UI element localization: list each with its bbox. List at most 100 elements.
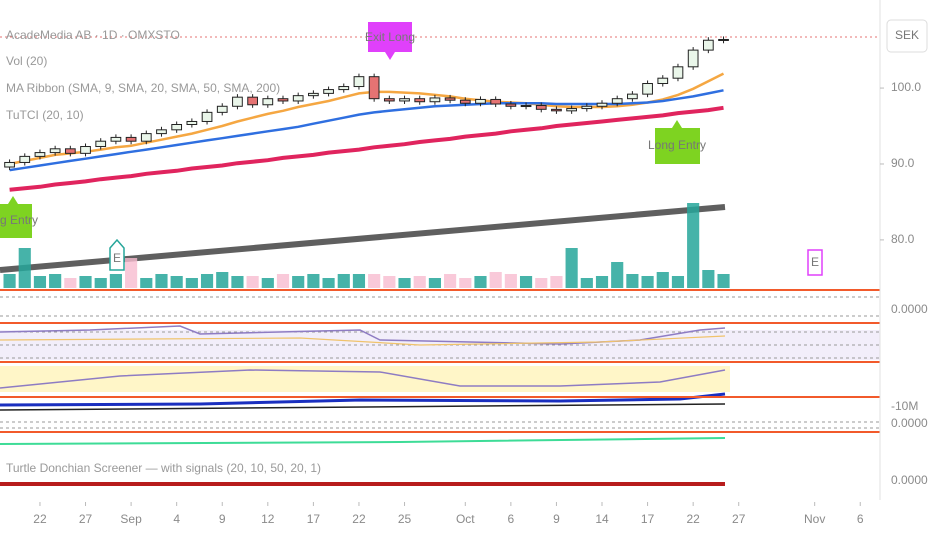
x-tick-label: Oct [456,512,475,526]
volume-bar [185,278,198,288]
long-entry-flag[interactable] [0,196,32,238]
volume-bar [352,274,366,288]
volume-bar [140,278,153,288]
volume-bar [459,278,472,288]
x-tick-label: 9 [219,512,226,526]
volume-bar [398,278,411,288]
earnings-label: E [113,251,121,265]
candle-body [110,136,122,142]
exit-long-flag[interactable] [368,22,412,60]
x-tick-label: 4 [173,512,180,526]
candle-body [383,98,395,102]
volume-bar [474,276,487,288]
candle-body [247,96,258,106]
screener-bar [0,482,725,486]
volume-bar [276,274,290,288]
price-scale [880,0,932,500]
currency: SEK [895,28,919,42]
exit-long-label: Exit Long [365,30,415,44]
pane-label: -10M [891,399,918,413]
y-tick-label: 80.0 [891,232,915,246]
volume-bar [49,274,62,288]
candle-body [64,148,76,154]
rsi-ma [0,335,726,346]
y-tick-label: 90.0 [891,156,915,170]
volume-bar [383,276,396,288]
candle-body [551,108,562,112]
volume-bar [246,276,259,288]
legend-ma: MA Ribbon (SMA, 9, SMA, 20, SMA, 50, SMA… [6,81,280,95]
volume-bar [641,276,654,288]
volume-bar [33,276,47,288]
volume-bar [261,278,274,288]
candle-body [702,39,714,51]
volume-bar [109,274,122,288]
dotted-levels [0,296,880,429]
legend-tutci: TuTCI (20, 10) [6,108,84,122]
x-tick-label: Nov [804,512,825,526]
volume-bar [717,274,730,288]
volume-bar [18,248,31,288]
candle-body [490,98,502,105]
candle-body [687,49,699,68]
volume-bar [64,278,77,288]
legend-volume: Vol (20) [6,54,47,68]
candle-body [627,93,638,100]
volume-bar [155,274,168,288]
volume-bar [292,276,305,288]
candle-body [125,136,137,142]
candle-body [657,77,669,85]
long-entry-flag[interactable] [655,120,700,164]
pane-label: 0.0000 [891,473,928,487]
candle-body [171,124,183,131]
x-tick-label: 17 [307,512,321,526]
candle-body [459,99,471,104]
y-tick-label: 100.0 [891,80,921,94]
volume-bar [125,258,138,288]
x-tick-label: 27 [732,512,746,526]
volume-bar [444,274,457,288]
volume-bar [307,274,320,288]
volume-bar [94,278,107,288]
candle-body [535,105,547,110]
x-tick-label: Sep [120,512,142,526]
candle-body [95,140,107,148]
x-tick-label: 6 [508,512,515,526]
candle-body [596,102,608,107]
candle-body [353,76,365,88]
volume-bar [611,262,624,288]
candle-body [444,97,456,101]
long-entry-label: Long Entry [0,213,38,227]
volume-bar [79,276,92,288]
volume-bar [656,272,669,288]
candle-body [566,108,577,112]
obv-signal [0,403,726,411]
volume-bar [337,274,350,288]
yellow-band [0,366,730,392]
earnings-marker[interactable] [807,249,823,276]
x-tick-label: 22 [686,512,700,526]
currency-box[interactable] [886,19,928,53]
volume-bar [428,278,441,288]
x-tick-label: 27 [79,512,93,526]
candle-body [277,98,289,102]
x-tick-label: 6 [857,512,864,526]
volume-bar [216,272,229,288]
green-line [0,437,726,445]
ma-line [9,105,724,192]
volume-bar [580,278,593,288]
candle-body [323,89,334,94]
earnings-marker[interactable] [109,238,125,271]
candle-body [201,111,213,122]
candle-body [399,98,410,102]
x-tick-label: 12 [261,512,275,526]
volume-bar [626,274,639,288]
candle-body [581,105,593,110]
volume-bar [322,278,335,288]
volume-bar [595,276,609,288]
candle-body [338,86,350,91]
candle-body [611,98,623,104]
volume-bar [200,274,214,288]
candle-body [718,38,729,41]
